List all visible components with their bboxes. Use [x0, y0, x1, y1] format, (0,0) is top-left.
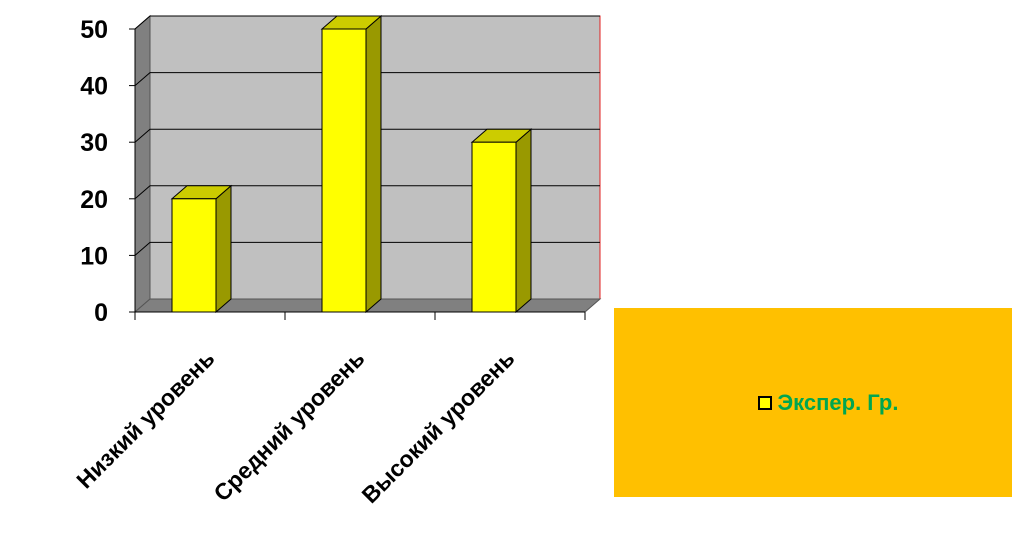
y-tick-label: 10 — [80, 242, 108, 270]
y-tick-labels: 0 10 20 30 40 50 — [80, 16, 108, 327]
bar-front — [321, 28, 367, 313]
x-tick-label: Средний уровень — [208, 345, 369, 506]
gridline — [134, 15, 600, 30]
bars — [170, 14, 533, 314]
x-tick-label: Высокий уровень — [357, 345, 520, 508]
gridline — [134, 128, 600, 143]
gridlines — [134, 15, 600, 256]
bar — [320, 14, 383, 314]
axes — [129, 28, 586, 320]
y-tick-label: 50 — [80, 16, 108, 44]
bar-front — [471, 141, 517, 313]
side-wall — [134, 14, 151, 314]
legend-item: Экспер. Гр. — [757, 389, 899, 416]
bar — [170, 184, 233, 314]
gridline — [134, 241, 600, 256]
y-tick-label: 20 — [80, 186, 108, 214]
bar-side — [215, 184, 232, 314]
legend-swatch — [757, 395, 772, 410]
bar-side — [365, 14, 382, 314]
gridline — [134, 72, 600, 86]
bar-side — [515, 128, 532, 314]
y-tick-label: 0 — [94, 299, 108, 327]
gridline — [134, 185, 600, 200]
y-tick-label: 40 — [80, 73, 108, 101]
bar-front — [171, 198, 217, 313]
legend: Экспер. Гр. — [614, 308, 1012, 497]
y-tick-label: 30 — [80, 129, 108, 157]
legend-label: Экспер. Гр. — [777, 389, 899, 415]
bar — [470, 128, 533, 314]
x-tick-label: Низкий уровень — [71, 345, 219, 493]
